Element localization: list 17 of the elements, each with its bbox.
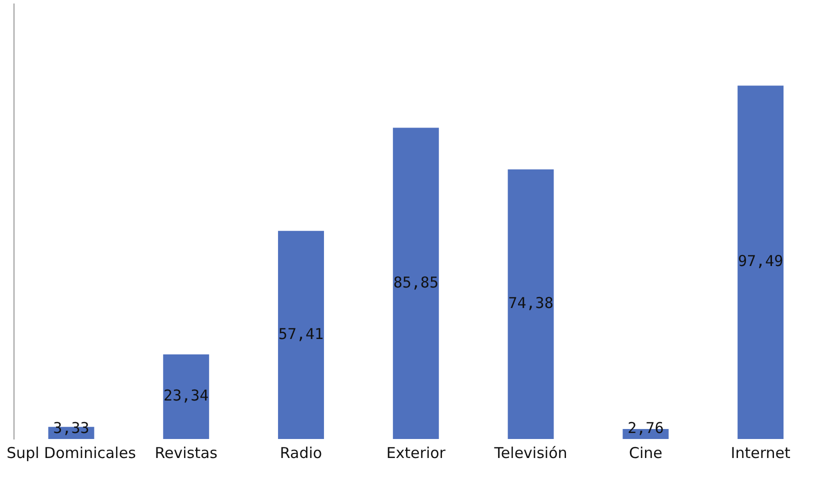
bar: [278, 230, 324, 439]
bar: [738, 86, 784, 439]
data-label: 97,49: [738, 252, 784, 270]
x-tick-label: Supl Dominicales: [6, 444, 136, 462]
x-tick-label: Radio: [280, 444, 322, 462]
x-tick-label: Exterior: [386, 444, 446, 462]
bar: [392, 128, 439, 439]
data-label: 85,85: [393, 273, 438, 292]
x-tick-label: Internet: [730, 444, 790, 462]
bar: [508, 169, 554, 439]
data-label: 57,41: [278, 324, 324, 343]
data-label: 23,34: [164, 386, 209, 405]
x-tick-label: Televisión: [493, 444, 568, 462]
x-tick-label: Revistas: [154, 444, 218, 462]
x-tick-label: Cine: [628, 444, 662, 462]
data-label: 74,38: [508, 294, 554, 312]
bar: [163, 354, 210, 439]
